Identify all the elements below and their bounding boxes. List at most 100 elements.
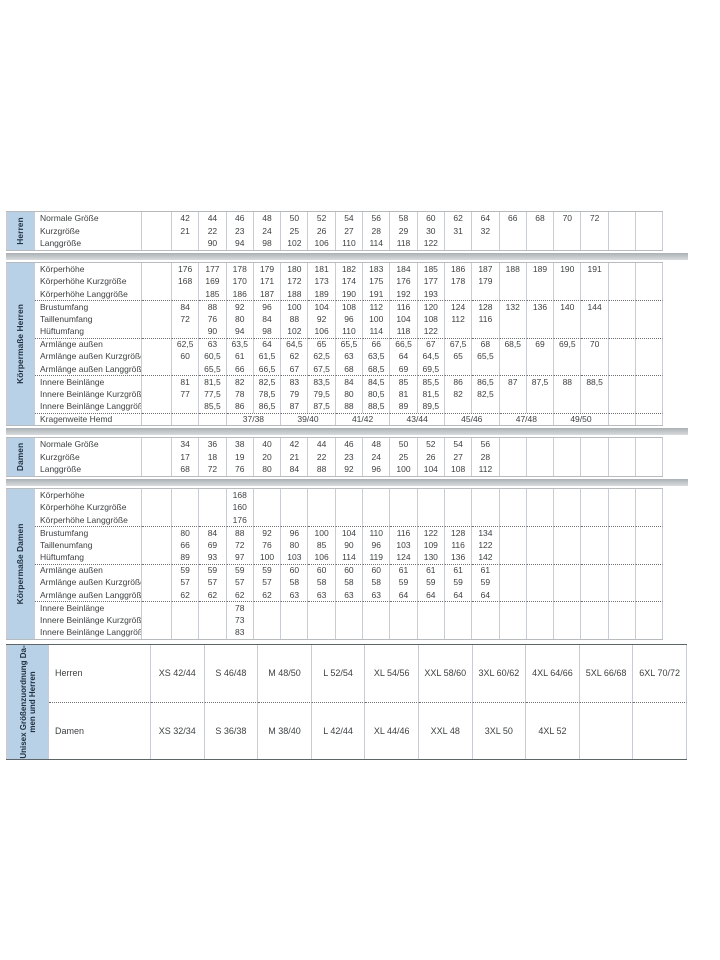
value-cell: 63 [281,588,309,601]
value-cell [581,312,609,325]
value-cell: 22 [308,450,336,463]
value-cell-span: 39/40 [281,412,336,425]
value-cell [472,613,500,626]
spacer-cell [142,501,172,514]
value-cell: 67 [281,362,309,375]
value-cell: 26 [418,450,445,463]
value-cell [527,438,555,451]
value-cell: 65 [308,337,336,350]
section-separator-band [6,252,688,260]
value-cell: 185 [418,262,445,275]
spacer-cell [142,400,172,413]
value-cell: 96 [363,538,391,551]
value-cell [527,387,555,400]
row-label: Normale Größe [35,438,142,451]
value-cell [172,488,200,501]
value-cell: 62 [227,588,254,601]
value-cell [500,588,527,601]
value-cell [472,501,500,514]
value-cell [308,501,336,514]
size-group-cell: L 42/44 [311,701,366,759]
value-cell: 69,5 [554,337,582,350]
value-cell: 89 [172,551,200,564]
value-cell: 60 [418,212,445,225]
value-cell: 119 [363,551,391,564]
value-cell [609,287,637,300]
value-cell [472,362,500,375]
value-cell: 76 [227,463,254,476]
value-cell: 59 [172,563,200,576]
value-cell: 62,5 [172,337,200,350]
value-cell [554,563,582,576]
value-cell: 77 [172,387,200,400]
size-group-cell: 6XL 70/72 [633,644,687,702]
value-cell: 186 [227,287,254,300]
row-label: Damen [49,701,151,759]
value-cell [363,626,391,639]
value-cell: 98 [254,325,282,338]
section-strip-koerpermasse-damen: Körpermaße Damen [6,488,35,639]
value-cell: 191 [581,262,609,275]
value-cell: 87,5 [526,375,555,388]
size-group-cell [579,701,634,759]
value-cell [636,501,664,514]
value-cell [581,576,609,589]
value-cell: 88 [281,312,309,325]
value-cell [609,501,637,514]
value-cell [581,501,609,514]
spacer-cell [142,412,172,425]
value-cell [636,601,664,614]
value-cell: 180 [281,262,309,275]
value-cell [554,613,582,626]
size-group-cell: XS 32/34 [151,701,205,759]
value-cell: 38 [227,438,254,451]
value-cell: 30 [418,224,445,237]
size-group-cell: M 38/40 [258,701,312,759]
value-cell [499,563,527,576]
value-cell: 59 [226,563,254,576]
value-cell [527,513,555,526]
value-cell [390,626,418,639]
value-cell [500,513,527,526]
value-cell [500,538,527,551]
value-cell: 57 [254,576,282,589]
value-cell: 61 [390,563,418,576]
value-cell [527,626,555,639]
value-cell: 24 [363,450,391,463]
value-cell: 80 [336,387,364,400]
value-cell: 79 [281,387,309,400]
value-cell [199,613,227,626]
value-cell: 104 [390,312,418,325]
value-cell [418,626,445,639]
value-cell: 80,5 [363,387,391,400]
value-cell: 84 [172,300,200,313]
spacer-cell [142,300,172,313]
value-cell: 81 [172,375,200,388]
value-cell: 87,5 [308,400,336,413]
value-cell: 63 [308,588,336,601]
value-cell [636,551,664,564]
value-cell: 92 [253,526,282,539]
value-cell: 83,5 [308,375,336,388]
value-cell: 28 [363,224,391,237]
value-cell [554,237,582,250]
value-cell [472,601,500,614]
value-cell: 124 [390,551,418,564]
value-cell: 175 [363,275,391,288]
value-cell: 85,5 [199,400,227,413]
value-cell: 90 [199,237,227,250]
value-cell: 64 [390,350,418,363]
row-label: Kurzgröße [35,450,142,463]
value-cell [609,224,637,237]
value-cell [172,325,200,338]
row-label: Armlänge außen [35,337,142,350]
size-group-cell: XXL 58/60 [419,644,473,702]
value-cell [199,488,227,501]
value-cell [554,626,582,639]
spacer-cell [142,262,172,275]
value-cell [636,262,664,275]
value-cell [527,362,555,375]
value-cell: 46 [336,438,364,451]
value-cell [554,551,582,564]
size-group-cell: S 46/48 [205,644,259,702]
